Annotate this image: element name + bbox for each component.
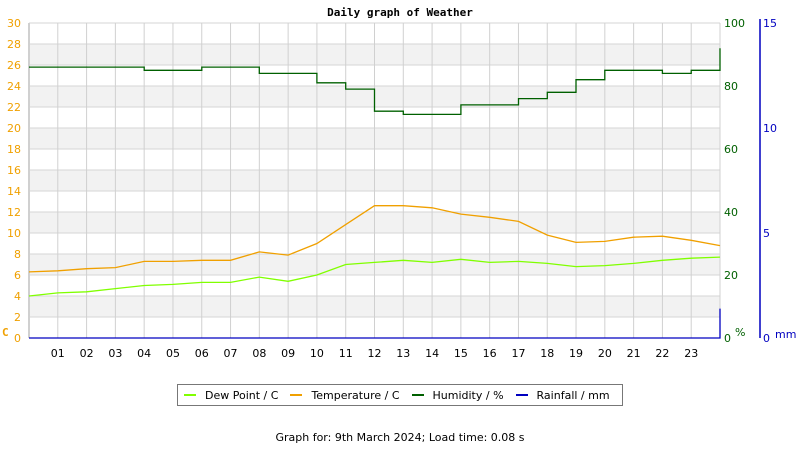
left-axis-tick: 26 bbox=[7, 59, 21, 72]
humidity-axis-tick: 40 bbox=[724, 206, 738, 219]
x-axis-tick: 21 bbox=[627, 347, 641, 360]
legend-item-rainfall: Rainfall / mm bbox=[515, 388, 610, 402]
left-axis-tick: 22 bbox=[7, 101, 21, 114]
legend-swatch-rainfall bbox=[515, 394, 528, 396]
legend-item-dew-point: Dew Point / C bbox=[184, 389, 278, 402]
x-axis-tick: 10 bbox=[310, 347, 324, 360]
left-axis-tick: 0 bbox=[14, 332, 21, 345]
x-axis-tick: 18 bbox=[540, 347, 554, 360]
legend-item-humidity: Humidity / % bbox=[411, 388, 504, 402]
x-axis-tick: 20 bbox=[598, 347, 612, 360]
x-axis-tick: 04 bbox=[137, 347, 151, 360]
x-axis-tick: 05 bbox=[166, 347, 180, 360]
humidity-axis-tick: 0 bbox=[724, 332, 731, 345]
legend-swatch-humidity bbox=[411, 394, 424, 396]
series-line-rainfall bbox=[29, 308, 721, 339]
humidity-axis-tick: 20 bbox=[724, 269, 738, 282]
legend-label-dew-point: Dew Point / C bbox=[205, 388, 279, 402]
x-axis-tick: 22 bbox=[655, 347, 669, 360]
legend-swatch-dew-point bbox=[184, 394, 196, 396]
legend: Dew Point / C Temperature / C Humidity /… bbox=[177, 384, 623, 406]
footer-status: Graph for: 9th March 2024; Load time: 0.… bbox=[275, 431, 525, 444]
left-axis-tick: 30 bbox=[7, 17, 21, 30]
legend-swatch-temperature bbox=[290, 394, 303, 396]
x-axis-tick: 16 bbox=[483, 347, 497, 360]
series-line-temperature bbox=[28, 205, 721, 273]
chart-title: Daily graph of Weather bbox=[327, 6, 473, 19]
left-axis-unit: C bbox=[2, 326, 9, 339]
x-axis-tick: 08 bbox=[252, 347, 266, 360]
humidity-axis-tick: 60 bbox=[724, 143, 738, 156]
x-axis-tick: 09 bbox=[281, 347, 295, 360]
x-axis-tick: 03 bbox=[108, 347, 122, 360]
rain-axis-unit: mm bbox=[775, 328, 796, 341]
rain-axis-tick: 10 bbox=[763, 122, 777, 135]
left-axis-tick: 20 bbox=[7, 122, 21, 135]
x-axis-tick: 23 bbox=[684, 347, 698, 360]
humidity-axis-tick: 100 bbox=[724, 17, 745, 30]
series-line-dew bbox=[28, 256, 721, 297]
x-axis-tick: 17 bbox=[511, 347, 525, 360]
left-axis-tick: 2 bbox=[14, 311, 21, 324]
left-axis-tick: 4 bbox=[14, 290, 21, 303]
left-axis-tick: 16 bbox=[7, 164, 21, 177]
left-axis-tick: 8 bbox=[14, 248, 21, 261]
series-line-humidity bbox=[29, 48, 721, 116]
rain-axis-tick: 5 bbox=[763, 227, 770, 240]
x-axis-tick: 12 bbox=[368, 347, 382, 360]
rain-axis-tick: 15 bbox=[763, 17, 777, 30]
x-axis-tick: 01 bbox=[51, 347, 65, 360]
x-axis-tick: 06 bbox=[195, 347, 209, 360]
legend-label-temperature: Temperature / C bbox=[311, 388, 400, 402]
x-axis-tick: 15 bbox=[454, 347, 468, 360]
x-axis-tick: 07 bbox=[224, 347, 238, 360]
x-axis-tick: 14 bbox=[425, 347, 439, 360]
humidity-axis-unit: % bbox=[735, 326, 745, 339]
x-axis-tick: 19 bbox=[569, 347, 583, 360]
x-axis-tick: 02 bbox=[80, 347, 94, 360]
left-axis-tick: 18 bbox=[7, 143, 21, 156]
x-axis-tick: 13 bbox=[396, 347, 410, 360]
left-axis-tick: 14 bbox=[7, 185, 21, 198]
x-axis-tick: 11 bbox=[339, 347, 353, 360]
left-axis-tick: 10 bbox=[7, 227, 21, 240]
left-axis-tick: 12 bbox=[7, 206, 21, 219]
legend-label-humidity: Humidity / % bbox=[432, 388, 504, 402]
humidity-axis-tick: 80 bbox=[724, 80, 738, 93]
left-axis-tick: 28 bbox=[7, 38, 21, 51]
left-axis-tick: 24 bbox=[7, 80, 21, 93]
left-axis-tick: 6 bbox=[14, 269, 21, 282]
legend-item-temperature: Temperature / C bbox=[290, 388, 400, 402]
legend-label-rainfall: Rainfall / mm bbox=[536, 388, 610, 402]
rain-axis-tick: 0 bbox=[763, 332, 770, 345]
